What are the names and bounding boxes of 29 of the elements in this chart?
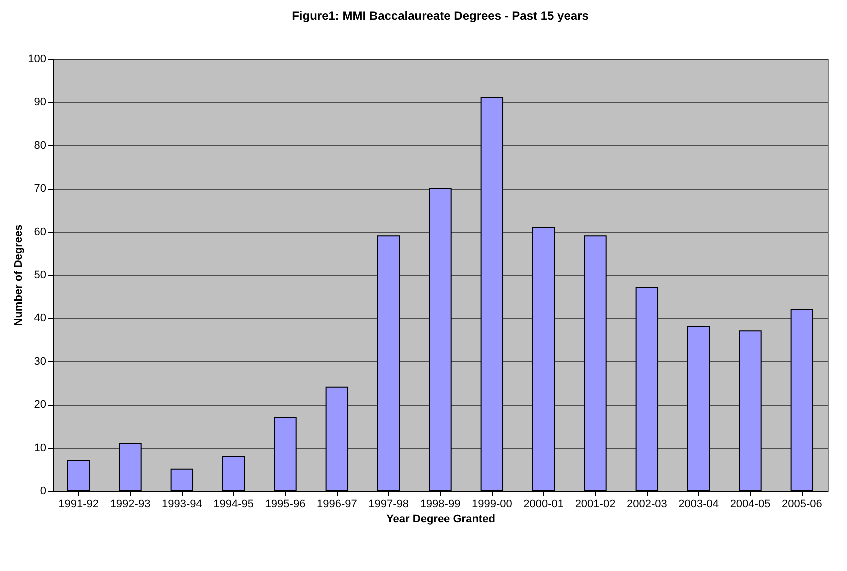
x-tick-label: 1991-92 — [58, 498, 100, 510]
x-tick-label: 2002-03 — [626, 498, 668, 510]
x-tick-label: 1993-94 — [162, 498, 202, 510]
x-tick-label: 1999-00 — [472, 498, 512, 510]
x-tick-label: 1994-95 — [214, 498, 254, 510]
x-tick-label: 2000-01 — [524, 498, 564, 510]
y-tick-label: 70 — [34, 183, 46, 196]
x-tick-label: 1996-97 — [316, 498, 358, 510]
y-tick-label: 30 — [34, 356, 46, 368]
x-tick-label: 2001-02 — [575, 498, 616, 510]
chart-title: Figure1: MMI Baccalaureate Degrees - Past 15 years — [292, 9, 590, 23]
y-tick-label: 50 — [34, 270, 46, 282]
y-tick-label: 60 — [34, 226, 46, 238]
y-tick-label: 20 — [34, 399, 46, 412]
y-tick-label: 40 — [34, 312, 46, 325]
x-axis-title: Year Degree Granted — [386, 514, 496, 526]
x-tick-label: 2005-06 — [782, 498, 822, 510]
y-axis-title: Number of Degrees — [13, 224, 26, 326]
x-tick-label: 1992-93 — [110, 498, 151, 510]
y-tick-label: 10 — [34, 442, 46, 454]
y-tick-label: 0 — [40, 486, 46, 498]
x-tick-label: 1998-99 — [420, 498, 461, 510]
y-tick-label: 90 — [34, 96, 46, 109]
x-tick-label: 2004-05 — [730, 498, 771, 510]
y-tick-label: 100 — [28, 54, 46, 66]
y-tick-label: 80 — [34, 140, 46, 152]
x-tick-label: 1997-98 — [368, 498, 410, 510]
x-tick-label: 2003-04 — [678, 498, 720, 510]
x-tick-label: 1995-96 — [265, 498, 306, 510]
